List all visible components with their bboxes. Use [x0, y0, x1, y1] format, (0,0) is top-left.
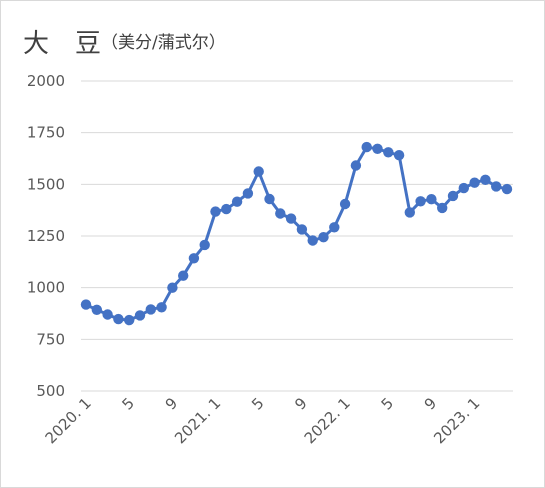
series-line	[85, 145, 508, 322]
data-point	[469, 177, 480, 188]
data-point	[404, 207, 415, 218]
data-point	[264, 193, 275, 205]
data-point	[221, 203, 232, 215]
data-point	[145, 304, 156, 315]
y-axis-tick-labels: 500 750 1000 1250 1500 1750 2000	[27, 72, 65, 400]
data-point	[296, 224, 308, 235]
y-tick-label: 1250	[27, 227, 65, 245]
x-tick-label: 2022. 1	[301, 394, 354, 447]
data-point	[253, 166, 264, 177]
data-point	[458, 182, 469, 194]
data-point	[501, 183, 513, 195]
y-tick-label: 1500	[27, 175, 65, 193]
data-point	[491, 181, 502, 192]
y-tick-label: 1750	[27, 124, 65, 142]
x-tick-label: 5	[378, 394, 397, 413]
data-point	[178, 270, 189, 281]
data-point	[91, 304, 103, 315]
data-point	[199, 239, 210, 251]
data-point	[275, 208, 286, 219]
data-point	[285, 213, 297, 224]
data-point	[393, 150, 405, 161]
data-point	[339, 198, 351, 210]
y-tick-label: 750	[36, 330, 65, 348]
chart-title-unit: （美分/蒲式尔）	[101, 33, 226, 53]
data-point	[329, 222, 340, 233]
x-tick-label: 2020. 1	[42, 394, 95, 447]
chart-title-char-2: 豆	[75, 29, 102, 59]
data-point	[383, 147, 394, 158]
data-point	[415, 196, 426, 207]
x-tick-label: 5	[119, 394, 138, 413]
data-point	[80, 299, 92, 310]
data-point	[124, 314, 135, 326]
data-point	[242, 188, 254, 199]
grid-lines	[81, 80, 513, 392]
x-tick-label: 2023. 1	[430, 394, 483, 447]
y-tick-label: 500	[36, 382, 65, 400]
data-point	[167, 282, 178, 293]
chart-title-char-1: 大	[23, 29, 50, 59]
data-point	[307, 235, 318, 246]
x-tick-label: 9	[291, 394, 310, 413]
data-point	[480, 174, 491, 185]
data-point	[231, 196, 243, 207]
y-tick-label: 1000	[27, 279, 65, 297]
data-point	[437, 202, 448, 214]
y-tick-label: 2000	[27, 72, 65, 90]
series-layer	[80, 141, 513, 326]
data-point	[447, 190, 459, 202]
x-tick-label: 9	[162, 394, 181, 413]
data-point	[361, 141, 372, 153]
data-point	[426, 194, 437, 205]
x-tick-label: 9	[421, 394, 440, 413]
chart-title: 大豆（美分/蒲式尔）	[23, 23, 226, 60]
x-tick-label: 5	[248, 394, 267, 413]
data-point	[113, 313, 124, 325]
x-tick-label: 2021. 1	[171, 394, 224, 447]
data-point	[102, 309, 113, 320]
data-point	[134, 310, 146, 321]
data-point	[210, 206, 221, 217]
data-point	[188, 253, 200, 264]
data-point	[156, 302, 167, 313]
data-point	[318, 232, 329, 243]
data-point	[350, 160, 362, 171]
data-point	[372, 143, 383, 154]
